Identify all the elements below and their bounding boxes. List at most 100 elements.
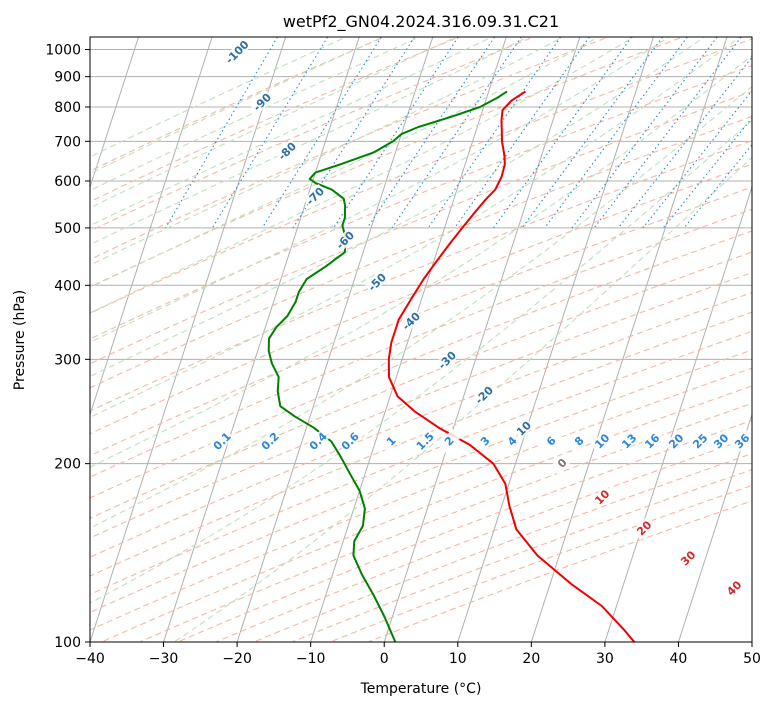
contour-label-bg bbox=[549, 450, 575, 476]
mixing-ratio-line bbox=[683, 143, 752, 229]
moist-adiabat-line bbox=[90, 37, 565, 266]
mixing-ratio-line bbox=[261, 37, 382, 229]
contour-label-bg bbox=[639, 428, 665, 454]
moist-adiabat-line bbox=[90, 37, 421, 192]
isotherm-line bbox=[677, 412, 752, 642]
dry-adiabat-line bbox=[328, 484, 752, 642]
dry-adiabat-line bbox=[90, 37, 610, 261]
isotherm-line bbox=[90, 37, 213, 417]
contour-label-bg bbox=[721, 575, 747, 601]
contour-label-bg bbox=[257, 428, 283, 454]
contour-label-bg bbox=[337, 428, 363, 454]
contour-label-bg bbox=[398, 308, 424, 334]
mixing-ratio-label: 0.4 bbox=[307, 430, 330, 453]
y-tick-label: 800 bbox=[54, 100, 81, 116]
dry-adiabat-line bbox=[90, 186, 752, 457]
dry-adiabat-line bbox=[90, 330, 752, 596]
dry-adiabat-line bbox=[90, 291, 752, 558]
dry-adiabat-line bbox=[90, 37, 461, 203]
x-tick-label: −30 bbox=[149, 651, 179, 667]
mixing-ratio-label: 0.6 bbox=[339, 430, 362, 453]
label-layer: -100-90-80-70-60-50-40-30-20-10010203040… bbox=[209, 38, 755, 601]
contour-label-bg bbox=[687, 428, 713, 454]
isotherm-line bbox=[163, 37, 360, 642]
mixing-ratio-line bbox=[165, 37, 278, 229]
x-tick-label: −10 bbox=[296, 651, 326, 667]
axes-layer: −40 −30 −20 −10 0 10 20 30 40 50 100 200 300 400 500 60… bbox=[45, 43, 761, 667]
moist-adiabat-line bbox=[90, 37, 741, 419]
mixing-ratio-line bbox=[493, 37, 633, 229]
contour-label-bg bbox=[675, 545, 701, 571]
contour-label-bg bbox=[224, 39, 250, 65]
contour-label-bg bbox=[364, 269, 390, 295]
contour-label-bg bbox=[378, 428, 404, 454]
moist-adiabat-line bbox=[90, 37, 600, 289]
isotherm-line bbox=[457, 37, 654, 642]
x-tick-label: 0 bbox=[380, 651, 389, 667]
mixing-ratio-line bbox=[662, 117, 752, 229]
mixing-ratio-line bbox=[617, 56, 752, 229]
contour-label-bg bbox=[499, 428, 525, 454]
contour-label-bg bbox=[663, 428, 689, 454]
mixing-ratio-label: 1.5 bbox=[414, 430, 437, 453]
contour-label-bg bbox=[412, 428, 438, 454]
dry-adiabat-line bbox=[90, 38, 752, 315]
isotherm-line bbox=[604, 185, 752, 642]
contour-label-bg bbox=[631, 515, 657, 541]
y-tick-label: 500 bbox=[54, 221, 81, 237]
dry-adiabat-label: -90 bbox=[251, 90, 274, 113]
isotherm-line bbox=[530, 37, 728, 642]
moist-adiabat-line bbox=[90, 85, 752, 529]
x-tick-label: 10 bbox=[449, 651, 467, 667]
isotherm-line bbox=[383, 37, 581, 642]
dry-adiabat-line bbox=[90, 37, 685, 288]
dry-adiabat-line bbox=[90, 140, 752, 412]
x-tick-label: −40 bbox=[75, 651, 105, 667]
isotherm-line bbox=[90, 37, 287, 642]
dry-adiabat-line bbox=[90, 349, 752, 614]
isotherm-line bbox=[236, 37, 434, 642]
mixing-ratio-line bbox=[642, 89, 752, 229]
dry-adiabat-line bbox=[90, 65, 752, 340]
mixing-ratio-line bbox=[454, 37, 590, 229]
moist-adiabat-line bbox=[90, 37, 385, 175]
dry-adiabat-label: -100 bbox=[223, 38, 252, 67]
dry-adiabat-line bbox=[90, 367, 752, 631]
contour-label-bg bbox=[566, 428, 592, 454]
contour-label-bg bbox=[471, 382, 497, 408]
contour-label-bg bbox=[729, 428, 755, 454]
x-tick-label: −20 bbox=[222, 651, 252, 667]
plot-frame bbox=[89, 36, 753, 643]
dry-adiabat-line bbox=[366, 500, 752, 642]
contour-label-bg bbox=[589, 484, 615, 510]
x-tick-label: 20 bbox=[522, 651, 540, 667]
moist-adiabat-line bbox=[90, 119, 752, 604]
moist-adiabat-line bbox=[90, 37, 635, 314]
contour-label-bg bbox=[434, 347, 460, 373]
contour-label-bg bbox=[305, 428, 331, 454]
dry-adiabat-line bbox=[90, 37, 536, 232]
y-axis-label: Pressure (hPa) bbox=[12, 290, 28, 390]
dry-adiabat-line bbox=[90, 230, 752, 499]
dry-adiabat-label: -80 bbox=[276, 139, 299, 162]
y-tick-label: 1000 bbox=[45, 43, 81, 59]
mixing-ratio-line bbox=[292, 37, 415, 229]
isotherm-line bbox=[90, 37, 140, 189]
y-tick-label: 300 bbox=[54, 352, 81, 368]
moist-adiabat-line bbox=[90, 37, 348, 158]
y-tick-label: 700 bbox=[54, 134, 81, 150]
mixing-ratio-label: 0.2 bbox=[259, 430, 282, 453]
dry-adiabat-label: -20 bbox=[473, 383, 496, 406]
background-grid bbox=[90, 37, 752, 642]
contour-label-bg bbox=[708, 428, 734, 454]
x-tick-label: 30 bbox=[596, 651, 614, 667]
dry-adiabat-line bbox=[90, 115, 752, 389]
dry-adiabat-label: -50 bbox=[366, 270, 389, 293]
x-tick-label: 40 bbox=[670, 651, 688, 667]
contour-label-bg bbox=[302, 183, 328, 209]
y-tick-label: 900 bbox=[54, 70, 81, 86]
moist-adiabat-line bbox=[90, 37, 706, 378]
moist-adiabat-line bbox=[90, 37, 529, 246]
